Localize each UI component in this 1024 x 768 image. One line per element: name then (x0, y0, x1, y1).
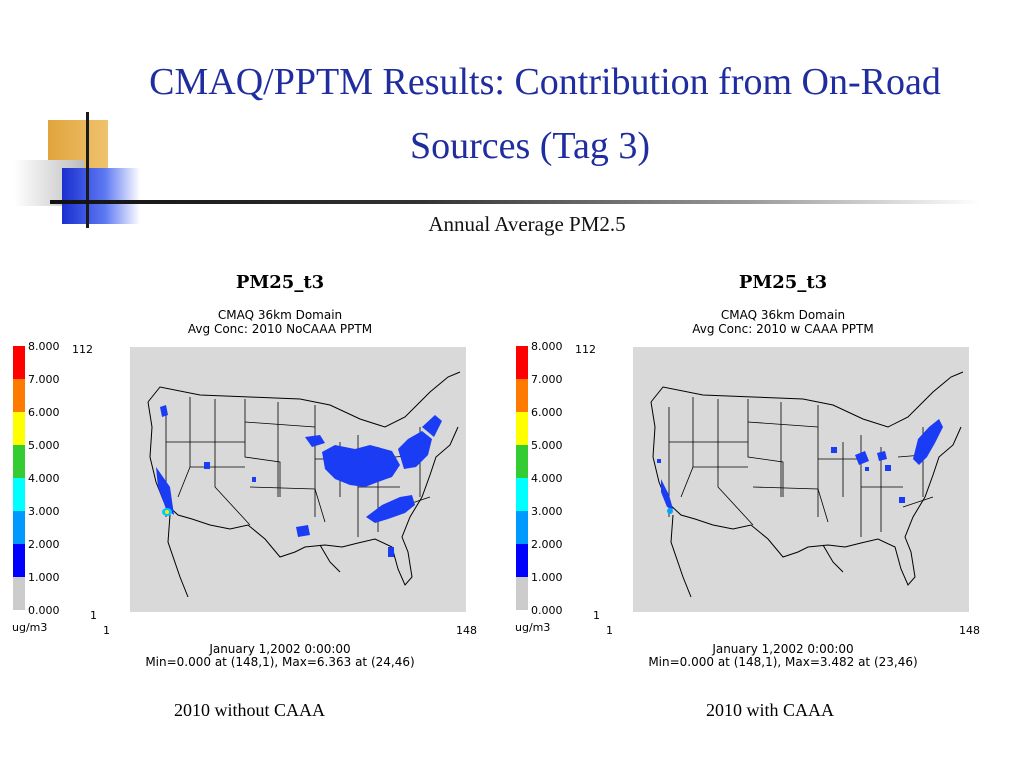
slide-title: CMAQ/PPTM Results: Contribution from On-… (60, 50, 1000, 178)
caption-without-caaa: 2010 without CAAA (174, 700, 326, 720)
caption-with-caaa: 2010 with CAAA (706, 700, 835, 720)
panel-minmax-text: Min=0.000 at (148,1), Max=3.482 at (23,4… (648, 655, 918, 669)
color-scale-tick-label: 7.000 (531, 373, 563, 386)
color-scale-tick-label: 2.000 (531, 538, 563, 551)
map-svg (147, 371, 461, 598)
color-scale-tick-label: 0.000 (28, 604, 60, 617)
decor-vertical-line (86, 112, 89, 228)
y-axis-max-label: 112 (72, 343, 93, 356)
color-scale-segment (13, 478, 25, 511)
color-scale-segment (516, 445, 528, 478)
color-scale-bar (516, 346, 528, 610)
us-concentration-map (633, 347, 969, 612)
x-axis-min-label: 1 (606, 624, 613, 637)
y-axis-min-label: 1 (593, 609, 600, 622)
color-scale-segment (516, 511, 528, 544)
panel-avgconc-text: Avg Conc: 2010 w CAAA PPTM (692, 322, 874, 336)
panel-nocaaa: PM25_t3 CMAQ 36km Domain Avg Conc: 2010 … (10, 256, 510, 671)
panel-domain-text: CMAQ 36km Domain (720, 308, 846, 322)
color-scale-segment (516, 412, 528, 445)
color-scale-tick-label: 1.000 (28, 571, 60, 584)
panel-minmax-text: Min=0.000 at (148,1), Max=6.363 at (24,4… (145, 655, 415, 669)
us-concentration-map (130, 347, 466, 612)
slide-subtitle: Annual Average PM2.5 (428, 212, 626, 236)
color-scale-tick-label: 1.000 (531, 571, 563, 584)
color-scale-segment (13, 445, 25, 478)
color-scale-segment (13, 577, 25, 610)
color-scale-tick-label: 0.000 (531, 604, 563, 617)
color-scale-tick-label: 7.000 (28, 373, 60, 386)
color-scale-segment (516, 346, 528, 379)
color-scale-tick-label: 8.000 (531, 340, 563, 353)
unit-label: ug/m3 (12, 621, 48, 634)
panel-title: PM25_t3 (235, 272, 325, 293)
color-scale-tick-label: 3.000 (28, 505, 60, 518)
panel-date-text: January 1,2002 0:00:00 (712, 642, 854, 656)
color-scale-segment (516, 544, 528, 577)
concentration-patches (156, 405, 442, 557)
y-axis-min-label: 1 (90, 609, 97, 622)
x-axis-max-label: 148 (456, 624, 477, 637)
title-line-1: CMAQ/PPTM Results: Contribution from On-… (149, 61, 941, 103)
panel-date-text: January 1,2002 0:00:00 (209, 642, 351, 656)
y-axis-max-label: 112 (575, 343, 596, 356)
color-scale-tick-label: 4.000 (531, 472, 563, 485)
unit-label: ug/m3 (515, 621, 551, 634)
color-scale-tick-label: 6.000 (531, 406, 563, 419)
color-scale-segment (13, 346, 25, 379)
color-scale-tick-label: 5.000 (531, 439, 563, 452)
x-axis-max-label: 148 (959, 624, 980, 637)
decor-horizontal-rule (50, 200, 980, 204)
panel-domain-text: CMAQ 36km Domain (217, 308, 343, 322)
color-scale-segment (516, 478, 528, 511)
color-scale-tick-label: 2.000 (28, 538, 60, 551)
country-outline (147, 371, 461, 598)
country-outline (650, 371, 964, 598)
hotspot-la (162, 508, 172, 516)
panel-caaa: PM25_t3 CMAQ 36km Domain Avg Conc: 2010 … (513, 256, 1013, 671)
title-line-2: Sources (Tag 3) (409, 125, 651, 167)
x-axis-min-label: 1 (103, 624, 110, 637)
concentration-patches (657, 419, 943, 509)
color-scale-tick-label: 6.000 (28, 406, 60, 419)
map-svg (650, 371, 964, 598)
color-scale-segment (13, 379, 25, 412)
color-scale-segment (516, 379, 528, 412)
color-scale-segment (13, 544, 25, 577)
panel-title: PM25_t3 (738, 272, 828, 293)
hotspot-la (667, 508, 673, 514)
panel-avgconc-text: Avg Conc: 2010 NoCAAA PPTM (187, 322, 373, 336)
color-scale-segment (13, 412, 25, 445)
color-scale-bar (13, 346, 25, 610)
state-borders (668, 397, 934, 537)
color-scale-segment (516, 577, 528, 610)
decor-blue-square (62, 168, 140, 224)
color-scale-tick-label: 3.000 (531, 505, 563, 518)
color-scale-tick-label: 5.000 (28, 439, 60, 452)
color-scale-tick-label: 4.000 (28, 472, 60, 485)
color-scale-segment (13, 511, 25, 544)
figure-area: PM25_t3 CMAQ 36km Domain Avg Conc: 2010 … (10, 256, 1015, 671)
color-scale-tick-label: 8.000 (28, 340, 60, 353)
